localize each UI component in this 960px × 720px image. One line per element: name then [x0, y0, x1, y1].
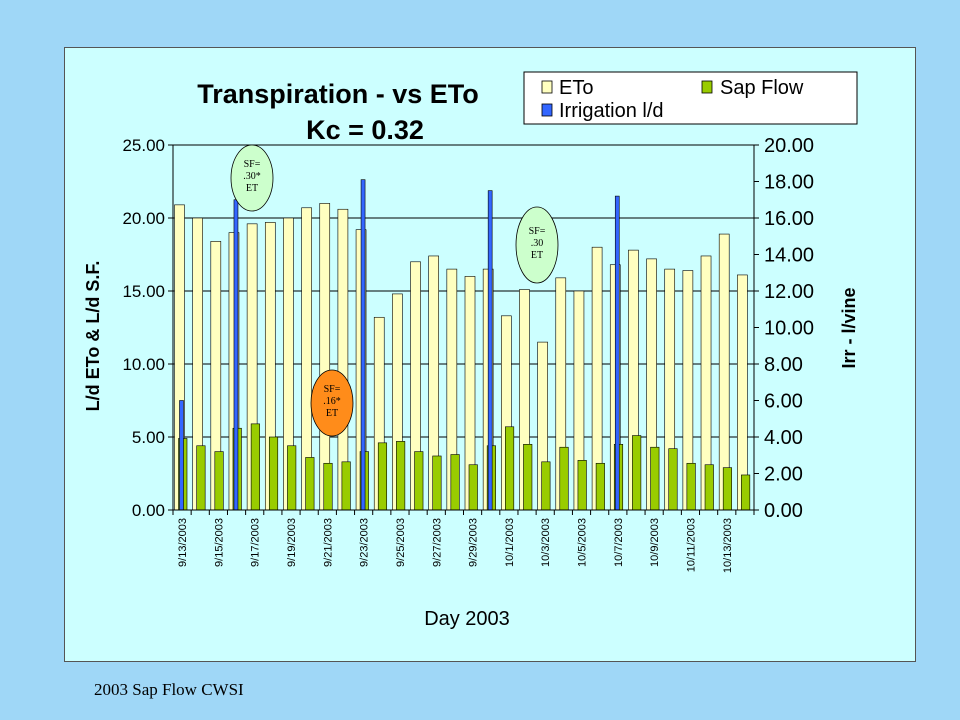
annotation-text: ET [246, 183, 258, 194]
bar-sap-flow [686, 462, 696, 511]
chart: Transpiration - vs ETo Kc = 0.32 ETo Sap… [83, 71, 859, 630]
annotation-text: ET [531, 250, 543, 261]
y2-tick-label: 20.00 [764, 135, 814, 157]
bar-sap-flow [396, 441, 406, 511]
legend-swatch-sap [701, 80, 713, 94]
bar-sap-flow [432, 455, 442, 511]
legend-swatch-eto [541, 80, 553, 94]
x-tick-label: 9/25/2003 [395, 518, 407, 567]
chart-panel: Transpiration - vs ETo Kc = 0.32 ETo Sap… [64, 47, 916, 662]
x-tick-label: 9/19/2003 [286, 518, 298, 567]
x-tick-label: 9/13/2003 [177, 518, 189, 567]
y2-tick-label: 4.00 [764, 427, 803, 449]
x-tick-label: 10/5/2003 [577, 518, 589, 567]
footer-caption: 2003 Sap Flow CWSI [94, 680, 244, 699]
bar-sap-flow [559, 446, 569, 511]
legend-label-eto: ETo [559, 77, 593, 99]
y-tick-label: 15.00 [122, 282, 165, 301]
annotation-text: .30* [243, 171, 261, 182]
bar-sap-flow [414, 451, 424, 511]
bar-sap-flow [250, 423, 260, 511]
x-tick-label: 10/3/2003 [540, 518, 552, 567]
legend-label-irr: Irrigation l/d [559, 100, 664, 122]
y2-tick-label: 8.00 [764, 354, 803, 376]
bar-sap-flow [704, 464, 714, 511]
chart-subtitle: Kc = 0.32 [306, 115, 424, 145]
bar-sap-flow [523, 443, 533, 511]
x-tick-label: 9/27/2003 [431, 518, 443, 567]
bar-sap-flow [741, 474, 751, 511]
y2-axis-label: Irr - l/vine [839, 287, 859, 368]
bar-sap-flow [268, 436, 279, 511]
bar-sap-flow [305, 457, 315, 511]
bar-sap-flow [377, 442, 388, 511]
bar-sap-flow [722, 467, 732, 511]
y2-tick-label: 6.00 [764, 391, 803, 413]
bar-irrigation [360, 179, 366, 511]
y2-tick-label: 10.00 [764, 318, 814, 340]
bar-sap-flow [505, 426, 515, 511]
bar-sap-flow [341, 461, 351, 511]
annotation-text: SF= [529, 226, 546, 237]
legend: ETo Sap Flow Irrigation l/d [523, 71, 858, 125]
bar-sap-flow [650, 446, 660, 511]
x-tick-label: 10/7/2003 [613, 518, 625, 567]
annotation-text: SF= [244, 159, 261, 170]
x-tick-label: 9/21/2003 [322, 518, 334, 567]
bar-sap-flow [577, 460, 587, 511]
y-axis-label: L/d ETo & L/d S.F. [83, 261, 103, 412]
bar-sap-flow [323, 462, 333, 511]
bar-sap-flow [196, 445, 206, 511]
annotation-text: ET [326, 408, 338, 419]
plot-area: 0.00 5.00 10.00 15.00 20.00 25.00 0.00 2.00 4.00… [122, 135, 814, 573]
legend-label-sap: Sap Flow [720, 77, 804, 99]
y2-tick-label: 12.00 [764, 281, 814, 303]
y-tick-label: 5.00 [132, 428, 165, 447]
y-tick-label: 0.00 [132, 501, 165, 520]
bar-irrigation [233, 199, 239, 511]
bar-sap-flow [468, 464, 478, 511]
y2-tick-label: 14.00 [764, 245, 814, 267]
x-tick-label: 9/23/2003 [359, 518, 371, 567]
x-tick-label: 10/11/2003 [685, 518, 697, 572]
x-tick-label: 9/17/2003 [250, 518, 262, 567]
x-tick-label: 10/13/2003 [722, 518, 734, 573]
annotation-ellipse [310, 369, 354, 437]
bar-irrigation [614, 195, 620, 511]
annotation-text: SF= [324, 384, 341, 395]
y2-tick-label: 0.00 [764, 500, 803, 522]
y2-tick-label: 16.00 [764, 208, 814, 230]
legend-box [523, 71, 858, 125]
x-tick-label: 9/15/2003 [213, 518, 225, 567]
bar-sap-flow [595, 462, 605, 511]
bar-sap-flow [632, 435, 642, 511]
bar-sap-flow [214, 451, 224, 511]
y-tick-label: 20.00 [122, 209, 165, 228]
y2-tick-label: 18.00 [764, 172, 814, 194]
annotation-text: .30 [531, 238, 544, 249]
bar-sap-flow [541, 461, 551, 511]
legend-swatch-irr [541, 103, 553, 117]
x-tick-label: 10/1/2003 [504, 518, 516, 567]
bar-irrigation [487, 190, 493, 511]
annotation-text: .16* [323, 396, 341, 407]
bar-sap-flow [668, 448, 678, 511]
bar-sap-flow [287, 445, 297, 511]
bar-irrigation [179, 400, 184, 511]
annotation-ellipse [515, 206, 559, 284]
x-axis-label: Day 2003 [424, 608, 510, 630]
annotation-ellipse [230, 144, 274, 212]
y2-tick-label: 2.00 [764, 464, 803, 486]
x-tick-label: 9/29/2003 [468, 518, 480, 567]
y-tick-label: 25.00 [122, 136, 165, 155]
chart-title: Transpiration - vs ETo [197, 79, 479, 109]
y-tick-label: 10.00 [122, 355, 165, 374]
bar-sap-flow [450, 454, 460, 511]
x-tick-label: 10/9/2003 [649, 518, 661, 567]
